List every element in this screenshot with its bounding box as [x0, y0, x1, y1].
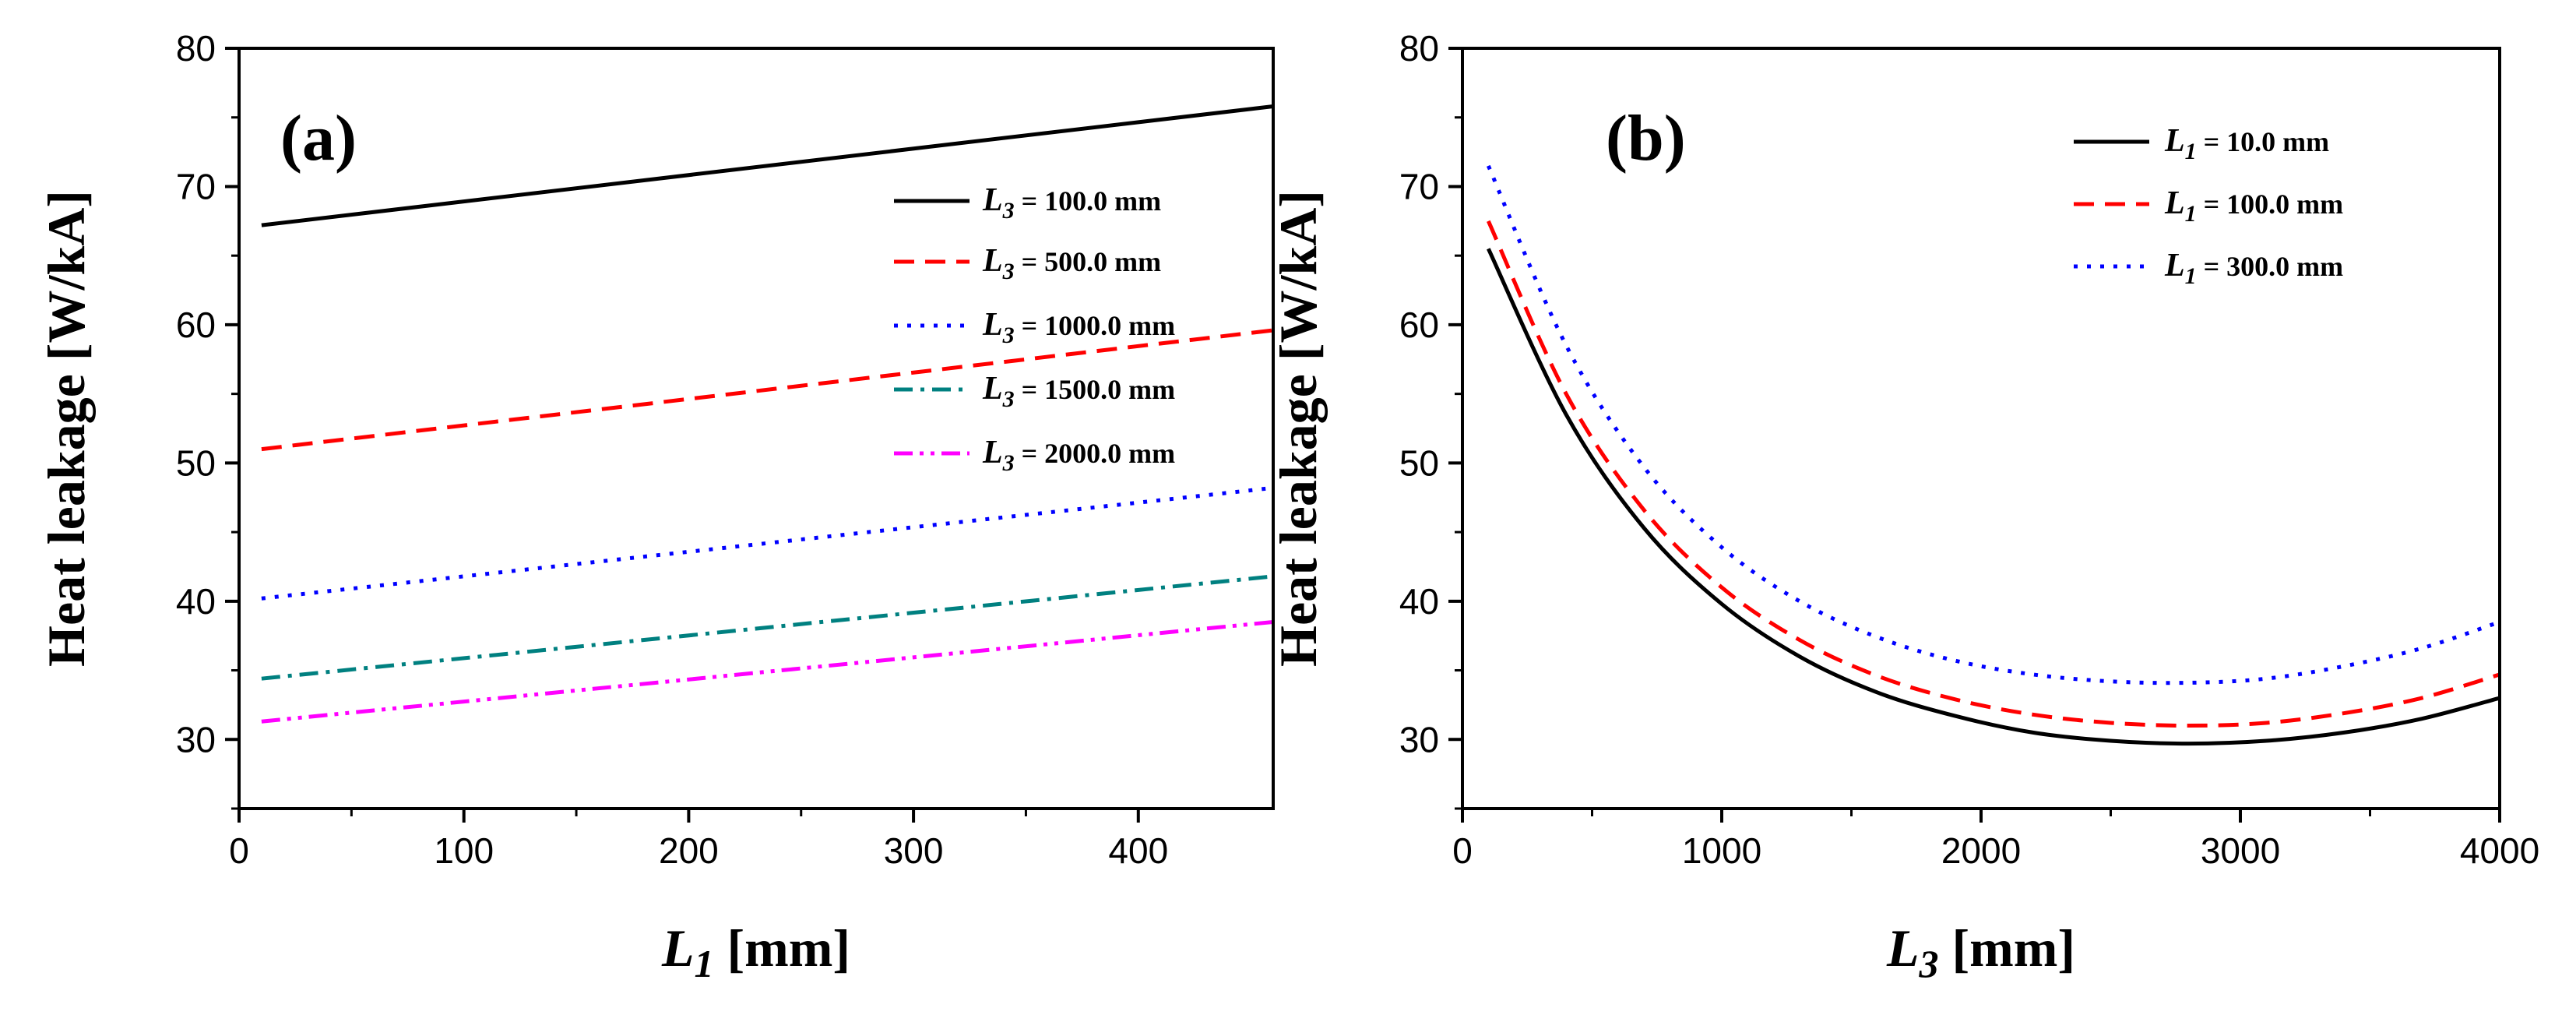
legend-label: L3 = 1000.0 mm [982, 307, 1175, 348]
panel-b-series-1-line [1487, 248, 2500, 746]
panel-a-xlabel: L1 [mm] [661, 918, 850, 985]
panel-a-ticks: 0 100 200 300 400 30 40 50 60 70 80 [176, 28, 1168, 871]
panel-a-series-5-line [261, 619, 1274, 724]
legend-label: L3 = 1500.0 mm [982, 371, 1175, 412]
legend-entry: L3 = 1500.0 mm [894, 371, 1175, 412]
panel-a-series-1-line [261, 104, 1274, 227]
legend-entry: L1 = 10.0 mm [2074, 123, 2329, 164]
panel-b-y-tick-label: 30 [1399, 719, 1439, 759]
panel-b-xlabel: L3 [mm] [1886, 918, 2075, 985]
panel-b-y-tick-label: 40 [1399, 581, 1439, 622]
panel-a-y-tick-label: 80 [176, 28, 216, 69]
panel-b-x-tick-label: 4000 [2460, 830, 2539, 871]
panel-b-x-tick-label: 1000 [1682, 830, 1761, 871]
panel-b-legend: L1 = 10.0 mm L1 = 100.0 mm L1 = 300.0 mm [2074, 123, 2343, 289]
panel-a-series-2-line [261, 328, 1274, 452]
panel-a-plot-frame [238, 47, 1275, 810]
panel-a-series-3-line [261, 485, 1274, 601]
legend-entry: L3 = 1000.0 mm [894, 307, 1175, 348]
panel-a-y-tick-label: 60 [176, 305, 216, 345]
panel-a-y-tick-label: 70 [176, 166, 216, 206]
panel-a-legend: L3 = 100.0 mm L3 = 500.0 mm L3 = 1000.0 … [894, 182, 1175, 476]
panel-b-plot-frame [1461, 47, 2501, 810]
panel-b-ylabel: Heat leakage [W/kA] [1269, 190, 1328, 667]
panel-b-x-tick-label: 3000 [2201, 830, 2280, 871]
panel-b-series-3-line [1487, 164, 2500, 685]
panel-a-ylabel: Heat leakage [W/kA] [37, 190, 96, 667]
panel-a-y-tick-label: 40 [176, 581, 216, 622]
panel-b-y-tick-label: 60 [1399, 305, 1439, 345]
panel-a-label: (a) [280, 102, 357, 174]
legend-label: L3 = 2000.0 mm [982, 435, 1175, 476]
panel-b-x-tick-label: 0 [1452, 830, 1473, 871]
panel-b-label: (b) [1606, 102, 1686, 174]
legend-label: L1 = 10.0 mm [2164, 123, 2329, 164]
legend-label: L3 = 100.0 mm [982, 182, 1161, 224]
panel-b-y-tick-label: 50 [1399, 442, 1439, 483]
panel-b: 0 1000 2000 3000 4000 30 40 50 60 70 80 (b) Heat l… [1269, 28, 2539, 985]
panel-a: 0 100 200 300 400 30 40 50 60 70 80 (a) Heat leaka… [37, 28, 1275, 985]
legend-entry: L1 = 100.0 mm [2074, 185, 2343, 227]
panel-a-series-group [261, 104, 1274, 724]
legend-entry: L3 = 500.0 mm [894, 243, 1161, 284]
panel-a-x-tick-label: 0 [229, 830, 249, 871]
panel-b-y-tick-label: 80 [1399, 28, 1439, 69]
panel-b-x-tick-label: 2000 [1941, 830, 2021, 871]
panel-a-y-tick-label: 30 [176, 719, 216, 759]
legend-entry: L1 = 300.0 mm [2074, 248, 2343, 289]
panel-a-y-tick-label: 50 [176, 442, 216, 483]
legend-label: L1 = 100.0 mm [2164, 185, 2343, 227]
panel-a-series-4-line [261, 574, 1274, 681]
panel-b-ticks: 0 1000 2000 3000 4000 30 40 50 60 70 80 [1399, 28, 2539, 871]
panel-a-x-tick-label: 200 [659, 830, 719, 871]
panel-b-series-2-line [1487, 220, 2500, 728]
panel-a-x-tick-label: 300 [884, 830, 944, 871]
panel-b-series-group [1487, 164, 2500, 746]
legend-label: L3 = 500.0 mm [982, 243, 1161, 284]
legend-entry: L3 = 2000.0 mm [894, 435, 1175, 476]
panel-a-x-tick-label: 100 [434, 830, 494, 871]
panel-b-y-tick-label: 70 [1399, 166, 1439, 206]
legend-label: L1 = 300.0 mm [2164, 248, 2343, 289]
panel-a-x-tick-label: 400 [1108, 830, 1168, 871]
legend-entry: L3 = 100.0 mm [894, 182, 1161, 224]
